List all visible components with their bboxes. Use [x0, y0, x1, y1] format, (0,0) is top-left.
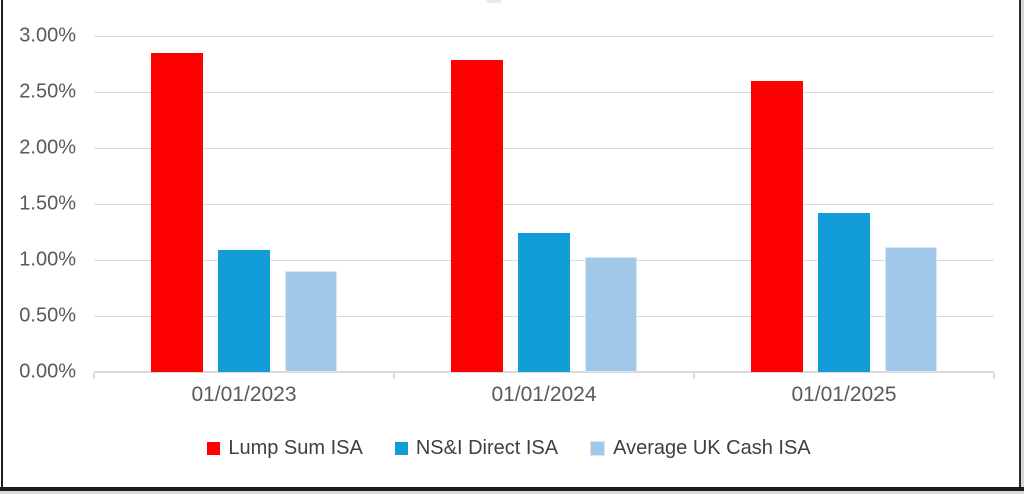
- y-tick-label-1.50%: 1.50%: [19, 192, 76, 215]
- frame-border-bottom: [0, 487, 1024, 491]
- legend-item-ns-i-direct-isa: NS&I Direct ISA: [394, 437, 559, 460]
- x-axis-label-2023: 01/01/2023: [191, 383, 297, 406]
- ns-i-direct-isa-bar-2024: [518, 233, 570, 372]
- x-axis-tick: [393, 373, 395, 379]
- x-axis-tick: [993, 373, 995, 379]
- x-axis-label-2024: 01/01/2024: [491, 383, 597, 406]
- lump-sum-isa-bar-2025: [751, 80, 803, 372]
- ns-i-direct-isa-bar-2023: [218, 249, 270, 372]
- average-uk-cash-isa-bar-2024: [585, 256, 637, 372]
- ns-i-direct-isa-bar-2025: [818, 212, 870, 372]
- frame-border-right-outer: [1021, 0, 1024, 494]
- legend-swatch-lump-sum-isa: [207, 442, 221, 455]
- frame-border-bottom-outer: [0, 491, 1024, 494]
- gridline-3.00%: [94, 36, 994, 37]
- average-uk-cash-isa-bar-2023: [285, 271, 337, 372]
- y-tick-label-2.00%: 2.00%: [19, 136, 76, 159]
- legend: Lump Sum ISA NS&I Direct ISA Average UK Ca…: [0, 437, 1018, 460]
- legend-label: Lump Sum ISA: [228, 437, 363, 459]
- x-axis-line: [94, 371, 994, 373]
- legend-item-lump-sum-isa: Lump Sum ISA: [207, 437, 363, 460]
- legend-swatch-ns-i-direct-isa: [394, 442, 408, 455]
- legend-item-average-uk-cash-isa: Average UK Cash ISA: [590, 437, 811, 460]
- legend-swatch-average-uk-cash-isa: [590, 441, 606, 456]
- gridline-2.50%: [94, 92, 994, 93]
- average-uk-cash-isa-bar-2025: [885, 246, 937, 372]
- frame-border-right: [1019, 0, 1021, 494]
- frame-border-left: [1, 0, 3, 494]
- y-tick-label-1.00%: 1.00%: [19, 248, 76, 271]
- y-tick-label-2.50%: 2.50%: [19, 80, 76, 103]
- cropped-title-artifact: [486, 0, 502, 3]
- y-tick-label-0.50%: 0.50%: [19, 304, 76, 327]
- y-tick-label-3.00%: 3.00%: [19, 24, 76, 47]
- x-axis-tick: [93, 373, 95, 379]
- lump-sum-isa-bar-2023: [151, 52, 203, 372]
- x-axis-label-2025: 01/01/2025: [791, 383, 897, 406]
- legend-label: Average UK Cash ISA: [613, 437, 811, 459]
- gridline-1.50%: [94, 204, 994, 205]
- legend-label: NS&I Direct ISA: [415, 437, 559, 459]
- y-tick-label-0.00%: 0.00%: [19, 360, 76, 383]
- lump-sum-isa-bar-2024: [451, 59, 503, 372]
- gridline-2.00%: [94, 148, 994, 149]
- x-axis-tick: [693, 373, 695, 379]
